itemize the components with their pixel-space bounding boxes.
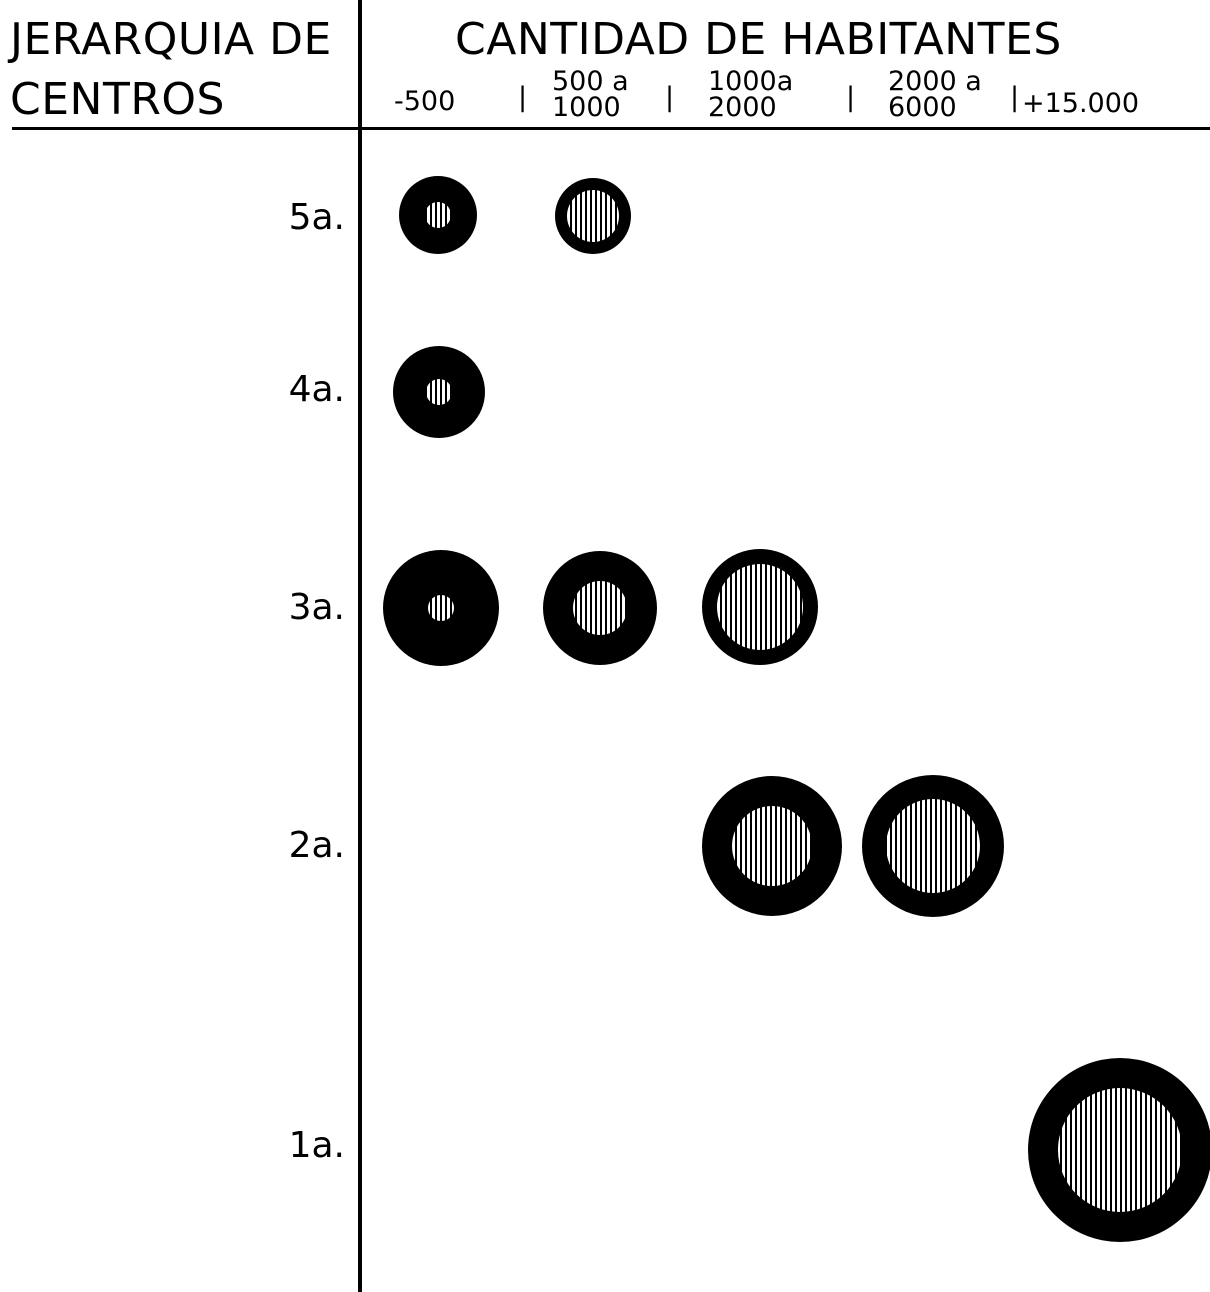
row-label-2a: 2a.: [288, 825, 345, 866]
center-symbol-circle-icon: [702, 776, 842, 916]
hatched-core: [573, 581, 627, 635]
column-label-2-line2: 1000: [552, 92, 621, 123]
column-separator: |: [665, 82, 675, 113]
column-label-1: -500: [394, 88, 455, 115]
column-label-5-text: +15.000: [1022, 88, 1140, 119]
row-label-1a: 1a.: [288, 1125, 345, 1166]
column-label-3-line2: 2000: [708, 92, 777, 123]
column-label-2: 500 a 1000: [552, 68, 629, 121]
column-label-5: +15.000: [1022, 90, 1139, 117]
hatched-core: [425, 202, 451, 228]
hatched-core: [886, 799, 980, 893]
column-separator: |: [846, 82, 856, 113]
hatched-core: [1058, 1088, 1182, 1212]
hatched-core: [426, 379, 452, 405]
center-symbol-circle-icon: [383, 550, 499, 666]
row-divider-line: [358, 0, 362, 1292]
column-label-3-line1: 1000a: [708, 66, 794, 97]
center-symbol-circle-icon: [399, 176, 477, 254]
column-label-3: 1000a 2000: [708, 68, 793, 121]
row-header-line2: CENTROS: [10, 74, 225, 125]
row-label-3a: 3a.: [288, 587, 345, 628]
row-header-line1: JERARQUIA DE: [10, 14, 332, 65]
column-label-4: 2000 a 6000: [888, 68, 982, 121]
row-label-4a: 4a.: [288, 369, 345, 410]
column-label-4-line2: 6000: [888, 92, 957, 123]
column-label-2-line1: 500 a: [552, 66, 629, 97]
hatched-core: [732, 806, 812, 886]
column-separator: |: [518, 82, 528, 113]
center-symbol-circle-icon: [702, 549, 818, 665]
center-symbol-circle-icon: [862, 775, 1004, 917]
hatched-core: [567, 190, 619, 242]
center-symbol-circle-icon: [1028, 1058, 1210, 1242]
hatched-core: [717, 564, 803, 650]
column-label-4-line1: 2000 a: [888, 66, 982, 97]
column-separator: |: [1010, 82, 1020, 113]
column-label-1-text: -500: [394, 86, 456, 117]
center-symbol-circle-icon: [393, 346, 485, 438]
header-divider-line: [12, 127, 1210, 130]
column-header: CANTIDAD DE HABITANTES: [455, 14, 1062, 65]
row-label-5a: 5a.: [288, 197, 345, 238]
center-symbol-circle-icon: [555, 178, 631, 254]
center-symbol-circle-icon: [543, 551, 657, 665]
hatched-core: [428, 595, 454, 621]
